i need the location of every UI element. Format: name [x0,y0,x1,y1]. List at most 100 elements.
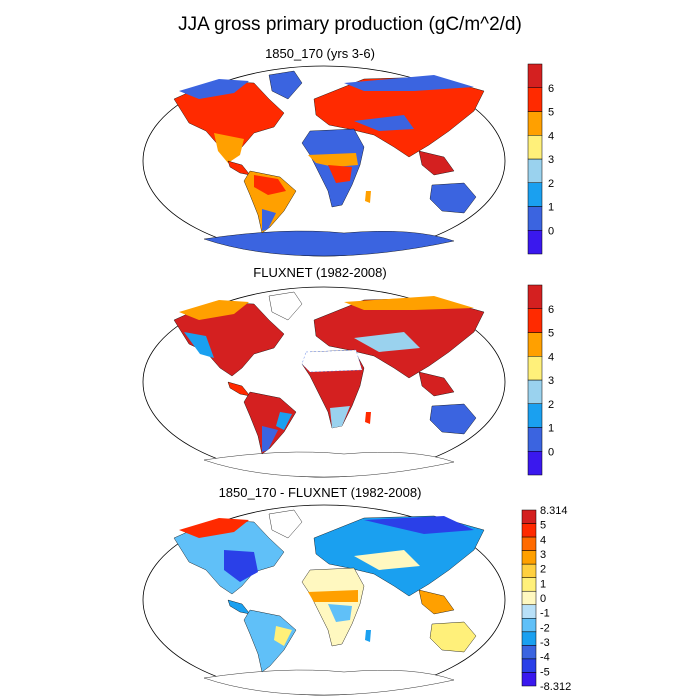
north-america-land [173,80,285,156]
africa-congo [328,604,352,622]
africa-land [301,128,365,208]
southeast-asia [418,589,455,615]
colorbar-2-bin [527,451,543,476]
antarctica-land [203,451,455,478]
colorbar-1-tick-label: 5 [548,107,554,119]
colorbar-1-bin [527,111,543,136]
colorbar-1-bin [527,135,543,160]
colorbar-1-tick-label: 0 [548,225,554,237]
north-america-north [179,518,249,538]
australia-land [429,182,477,214]
africa-sahel [308,153,358,167]
north-america-land [173,301,285,377]
colorbar-2-tick-label: 0 [548,446,554,458]
greenland-land [268,70,303,100]
australia-land [429,621,477,653]
colorbar-3-bin [521,509,537,524]
colorbar-3-bin [521,604,537,619]
panel-3-title: 1850_170 - FLUXNET (1982-2008) [218,485,422,500]
south-america-south [262,426,278,452]
south-america-land [243,609,297,673]
north-america-land [173,519,285,595]
colorbar-1-tick-label: 1 [548,202,554,214]
colorbar-2-tick-label: 1 [548,423,554,435]
colorbar-3-tick-label: -8.312 [540,681,571,693]
colorbar-3-tick-label: 2 [540,564,546,576]
colorbar-1-bin [527,158,543,183]
colorbar-3-bin [521,577,537,592]
colorbar-3-bin [521,523,537,538]
colorbar-2-bin [527,332,543,357]
central-america-land [227,599,251,615]
antarctica-land [203,669,455,696]
north-america-west [184,332,214,358]
colorbar-1-bin [527,230,543,255]
australia-land [429,403,477,435]
colorbar-3-bin [521,631,537,646]
panel-2-projection [142,286,506,478]
north-america-central [224,550,258,582]
panel-3-projection [142,504,506,696]
colorbar-1-tick-label: 4 [548,130,554,142]
colorbar-2-bin [527,308,543,333]
panel-1-title: 1850_170 (yrs 3-6) [265,46,375,61]
colorbar-3-bin [521,550,537,565]
africa-land [301,567,365,647]
colorbar-2-bin [527,403,543,428]
colorbar-3-tick-label: 5 [540,520,546,532]
south-america-south [262,209,276,231]
greenland-land [268,509,303,539]
colorbar-1-tick-label: 2 [548,178,554,190]
map-outline [142,286,506,478]
central-asia [354,332,420,352]
eurasia-north [364,516,474,534]
colorbar-3-bin [521,672,537,687]
southeast-asia [418,371,455,397]
colorbar-2-tick-label: 5 [548,328,554,340]
figure-title: JJA gross primary production (gC/m^2/d) [178,14,522,35]
colorbar-3-bin [521,658,537,673]
colorbar-3-tick-label: -4 [540,652,550,664]
colorbar-1-bin [527,87,543,112]
madagascar [365,630,371,642]
africa-sahel [308,590,358,602]
colorbar-2-bin [527,284,543,309]
africa-south [330,406,350,428]
colorbar-3-bin [521,590,537,606]
greenland-land [268,291,303,321]
africa-land [301,349,365,429]
central-america-land [227,160,251,176]
colorbar-3-tick-label: 8.314 [540,505,568,517]
central-asia [354,550,420,570]
colorbar-1-bin [527,182,543,207]
map-outline [142,65,506,257]
south-america-land [243,170,297,234]
southeast-asia [418,150,455,176]
colorbar-1-tick-label: 3 [548,154,554,166]
colorbar-3-tick-label: -2 [540,622,550,634]
panel-2-title: FLUXNET (1982-2008) [253,265,387,280]
eurasia-land [313,297,485,379]
colorbar-3-tick-label: 3 [540,549,546,561]
colorbar-3-tick-label: -5 [540,666,550,678]
colorbar-2-tick-label: 3 [548,375,554,387]
map-outline [142,504,506,696]
colorbar-3-tick-label: -1 [540,608,550,620]
antarctica-land [203,230,455,257]
south-america-east [276,412,292,430]
africa-congo [328,165,352,183]
eurasia-land [313,76,485,158]
south-america-amazon [254,175,286,195]
north-america-south [214,133,244,163]
colorbar-1-bin [527,63,543,88]
madagascar [365,412,371,424]
central-asia [354,115,414,131]
north-america-north [179,79,249,99]
colorbar-2-tick-label: 4 [548,351,554,363]
eurasia-north [344,296,474,310]
